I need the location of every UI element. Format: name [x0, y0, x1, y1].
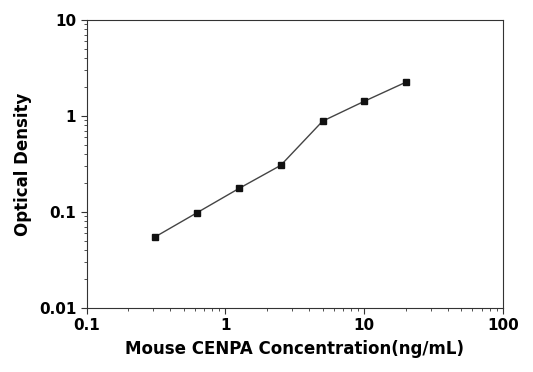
- Y-axis label: Optical Density: Optical Density: [14, 92, 32, 235]
- X-axis label: Mouse CENPA Concentration(ng/mL): Mouse CENPA Concentration(ng/mL): [125, 340, 464, 358]
